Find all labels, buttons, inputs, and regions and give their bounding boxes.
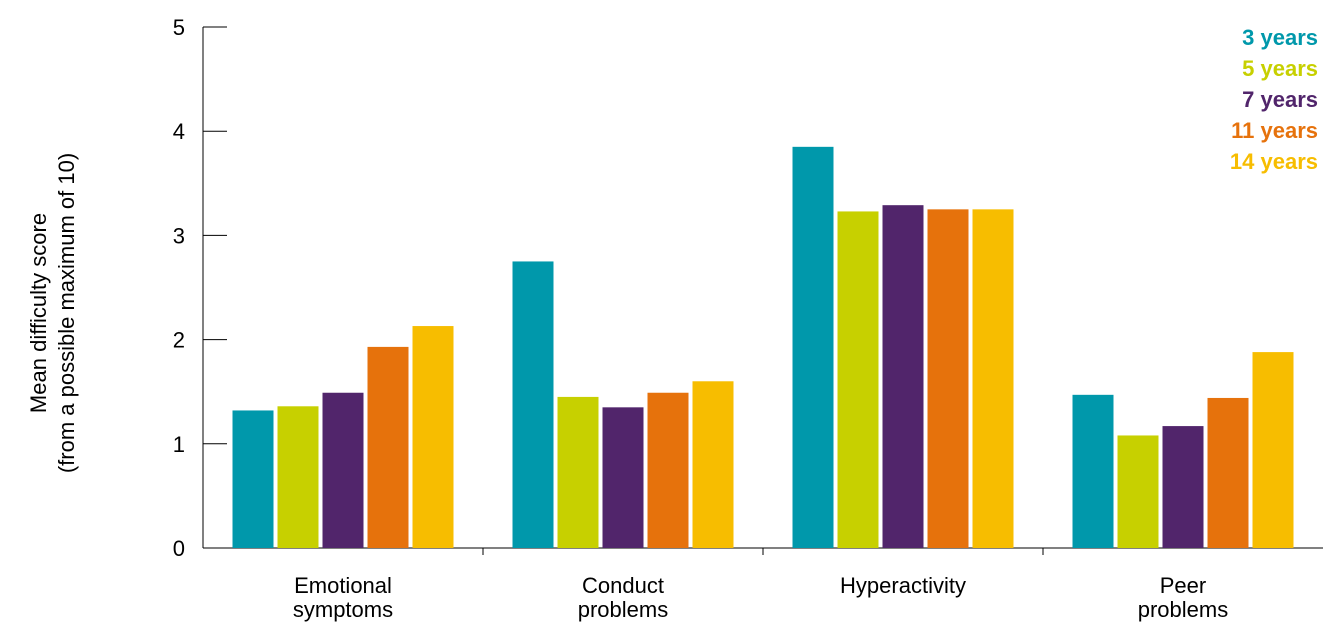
bar	[367, 346, 409, 548]
legend-item: 11 years	[1231, 118, 1318, 143]
y-tick-label: 2	[173, 328, 185, 353]
legend-item: 3 years	[1242, 25, 1318, 50]
bar	[557, 396, 599, 548]
bar	[647, 392, 689, 548]
x-category-label: Hyperactivity	[840, 573, 966, 598]
legend: 3 years 5 years 7 years 11 years 14 years	[1230, 25, 1318, 174]
y-axis-sublabel: (from a possible maximum of 10)	[54, 153, 79, 473]
bar	[1162, 426, 1204, 548]
y-axis-label: Mean difficulty score	[26, 213, 51, 413]
bar	[837, 211, 879, 548]
bar	[322, 392, 364, 548]
y-tick-label: 3	[173, 223, 185, 248]
y-axis-title: Mean difficulty score (from a possible m…	[26, 153, 79, 473]
y-tick-label: 4	[173, 119, 185, 144]
legend-item: 5 years	[1242, 56, 1318, 81]
bar	[277, 406, 319, 548]
x-category-label: Conduct problems	[578, 573, 668, 622]
bar	[972, 209, 1014, 548]
legend-item: 7 years	[1242, 87, 1318, 112]
bar	[882, 205, 924, 548]
bar	[1252, 352, 1294, 548]
bar	[1117, 435, 1159, 548]
category-labels: Emotional symptoms Conduct problems Hyperact…	[293, 573, 1228, 622]
bars	[232, 146, 1294, 548]
bar	[1207, 397, 1249, 548]
y-tick-label: 0	[173, 536, 185, 561]
bar	[232, 410, 274, 548]
y-tick-label: 5	[173, 15, 185, 40]
bar	[412, 326, 454, 548]
bar	[692, 381, 734, 548]
legend-item: 14 years	[1230, 149, 1318, 174]
bar	[602, 407, 644, 548]
bar	[512, 261, 554, 548]
bar	[927, 209, 969, 548]
bar	[1072, 394, 1114, 548]
bar	[792, 146, 834, 548]
x-category-label: Emotional symptoms	[293, 573, 393, 622]
x-category-label: Peer problems	[1138, 573, 1228, 622]
y-tick-label: 1	[173, 432, 185, 457]
